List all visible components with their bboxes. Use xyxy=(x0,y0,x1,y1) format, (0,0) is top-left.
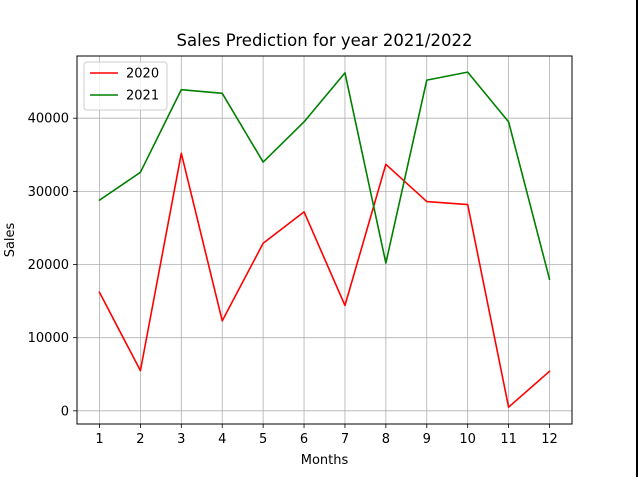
legend: 2020 2021 xyxy=(83,61,168,111)
legend-label-2020: 2020 xyxy=(126,67,159,82)
grid-lines xyxy=(77,56,572,424)
x-tick-label: 4 xyxy=(218,432,226,447)
window-edge xyxy=(636,0,638,477)
series-line-2021 xyxy=(98,71,551,281)
x-tick-label: 3 xyxy=(177,432,185,447)
x-tick-label: 2 xyxy=(136,432,144,447)
y-tick-label: 0 xyxy=(61,404,69,419)
x-tick-label: 8 xyxy=(382,432,390,447)
series-lines xyxy=(98,71,551,408)
x-tick-label: 6 xyxy=(300,432,308,447)
legend-box xyxy=(83,61,168,111)
y-tick-label: 30000 xyxy=(28,185,69,200)
x-tick-label: 10 xyxy=(459,432,476,447)
y-tick-label: 20000 xyxy=(28,258,69,273)
legend-label-2021: 2021 xyxy=(126,89,159,104)
x-tick-label: 1 xyxy=(95,432,103,447)
chart-title: Sales Prediction for year 2021/2022 xyxy=(177,31,473,50)
x-axis-ticks: 1 2 3 4 5 6 7 8 9 10 11 12 xyxy=(95,424,558,447)
series-line-2020 xyxy=(98,152,551,408)
y-axis-ticks: 0 10000 20000 30000 40000 xyxy=(28,112,77,419)
y-tick-label: 10000 xyxy=(28,331,69,346)
plot-frame xyxy=(76,55,573,425)
x-tick-label: 9 xyxy=(423,432,431,447)
x-tick-label: 11 xyxy=(500,432,517,447)
x-axis-label: Months xyxy=(301,453,349,468)
x-tick-label: 5 xyxy=(259,432,267,447)
x-tick-label: 12 xyxy=(541,432,558,447)
y-tick-label: 40000 xyxy=(28,112,69,127)
x-tick-label: 7 xyxy=(341,432,349,447)
y-axis-label: Sales xyxy=(3,222,18,257)
